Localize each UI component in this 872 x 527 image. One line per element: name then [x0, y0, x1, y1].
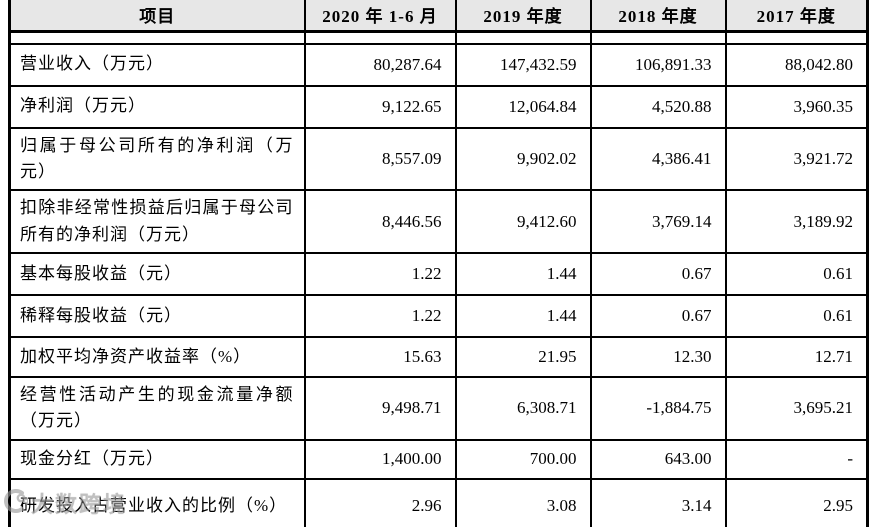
row-label: 加权平均净资产收益率（%） — [8, 335, 306, 378]
cell-value: 3,695.21 — [724, 375, 869, 441]
header-2017: 2017 年度 — [724, 0, 869, 33]
table-row-revenue: 营业收入（万元） 80,287.64 147,432.59 106,891.33… — [8, 42, 869, 87]
header-row: 项目 2020 年 1-6 月 2019 年度 2018 年度 2017 年度 — [8, 0, 869, 33]
table-row-net-profit: 净利润（万元） 9,122.65 12,064.84 4,520.88 3,96… — [8, 84, 869, 129]
cell-value: 88,042.80 — [724, 42, 869, 87]
cell-value: -1,884.75 — [589, 375, 727, 441]
table-row-parent-net-profit: 归属于母公司所有的净利润（万元） 8,557.09 9,902.02 4,386… — [8, 126, 869, 192]
header-2018: 2018 年度 — [589, 0, 727, 33]
cell-value: 9,412.60 — [454, 189, 592, 254]
cell-value: 1.22 — [303, 293, 457, 338]
cell-value: 9,902.02 — [454, 126, 592, 192]
cell-value: 12,064.84 — [454, 84, 592, 129]
table-row-diluted-eps: 稀释每股收益（元） 1.22 1.44 0.67 0.61 — [8, 293, 869, 338]
cell-value: 3.14 — [589, 477, 727, 527]
table-row-cash-dividend: 现金分红（万元） 1,400.00 700.00 643.00 - — [8, 438, 869, 480]
cell-value: 9,122.65 — [303, 84, 457, 129]
cell-value: 106,891.33 — [589, 42, 727, 87]
cell-value: 643.00 — [589, 438, 727, 480]
cell-value: 8,557.09 — [303, 126, 457, 192]
cell-value: 12.30 — [589, 335, 727, 378]
cell-value: 3,921.72 — [724, 126, 869, 192]
row-label: 研发投入占营业收入的比例（%） — [8, 477, 306, 527]
table-row-operating-cash-flow: 经营性活动产生的现金流量净额（万元） 9,498.71 6,308.71 -1,… — [8, 375, 869, 441]
cell-value: 12.71 — [724, 335, 869, 378]
cell-value: 9,498.71 — [303, 375, 457, 441]
cell-value: 3,960.35 — [724, 84, 869, 129]
cell-value: 2.95 — [724, 477, 869, 527]
header-item: 项目 — [8, 0, 306, 33]
table-row-weighted-roe: 加权平均净资产收益率（%） 15.63 21.95 12.30 12.71 — [8, 335, 869, 378]
row-label: 净利润（万元） — [8, 84, 306, 129]
row-label: 经营性活动产生的现金流量净额（万元） — [8, 375, 306, 441]
cell-value: 1.44 — [454, 293, 592, 338]
cell-value: 2.96 — [303, 477, 457, 527]
row-label: 归属于母公司所有的净利润（万元） — [8, 126, 306, 192]
cell-value: 1,400.00 — [303, 438, 457, 480]
cell-value: 15.63 — [303, 335, 457, 378]
table-row-rd-ratio: 研发投入占营业收入的比例（%） 2.96 3.08 3.14 2.95 — [8, 477, 869, 527]
cell-value: 8,446.56 — [303, 189, 457, 254]
row-label: 营业收入（万元） — [8, 42, 306, 87]
cell-value: 0.61 — [724, 251, 869, 296]
cell-value: 3,769.14 — [589, 189, 727, 254]
cell-value: 0.67 — [589, 293, 727, 338]
cell-value: 4,386.41 — [589, 126, 727, 192]
cell-value: 3.08 — [454, 477, 592, 527]
row-label: 现金分红（万元） — [8, 438, 306, 480]
cell-value: 0.67 — [589, 251, 727, 296]
cell-value: 700.00 — [454, 438, 592, 480]
row-label: 扣除非经常性损益后归属于母公司所有的净利润（万元） — [8, 189, 306, 254]
cell-value: 6,308.71 — [454, 375, 592, 441]
cell-value: 147,432.59 — [454, 42, 592, 87]
financial-summary-table: 项目 2020 年 1-6 月 2019 年度 2018 年度 2017 年度 … — [8, 0, 869, 527]
table-row-basic-eps: 基本每股收益（元） 1.22 1.44 0.67 0.61 — [8, 251, 869, 296]
clipped-previous-row — [8, 31, 869, 45]
cell-value: 3,189.92 — [724, 189, 869, 254]
header-2020h1: 2020 年 1-6 月 — [303, 0, 457, 33]
header-2019: 2019 年度 — [454, 0, 592, 33]
table-row-deducted-net-profit: 扣除非经常性损益后归属于母公司所有的净利润（万元） 8,446.56 9,412… — [8, 189, 869, 254]
cell-value: 4,520.88 — [589, 84, 727, 129]
cell-value: 21.95 — [454, 335, 592, 378]
cell-value: 80,287.64 — [303, 42, 457, 87]
cell-value: 1.22 — [303, 251, 457, 296]
row-label: 稀释每股收益（元） — [8, 293, 306, 338]
cell-value: 1.44 — [454, 251, 592, 296]
cell-value: 0.61 — [724, 293, 869, 338]
row-label: 基本每股收益（元） — [8, 251, 306, 296]
cell-value: - — [724, 438, 869, 480]
